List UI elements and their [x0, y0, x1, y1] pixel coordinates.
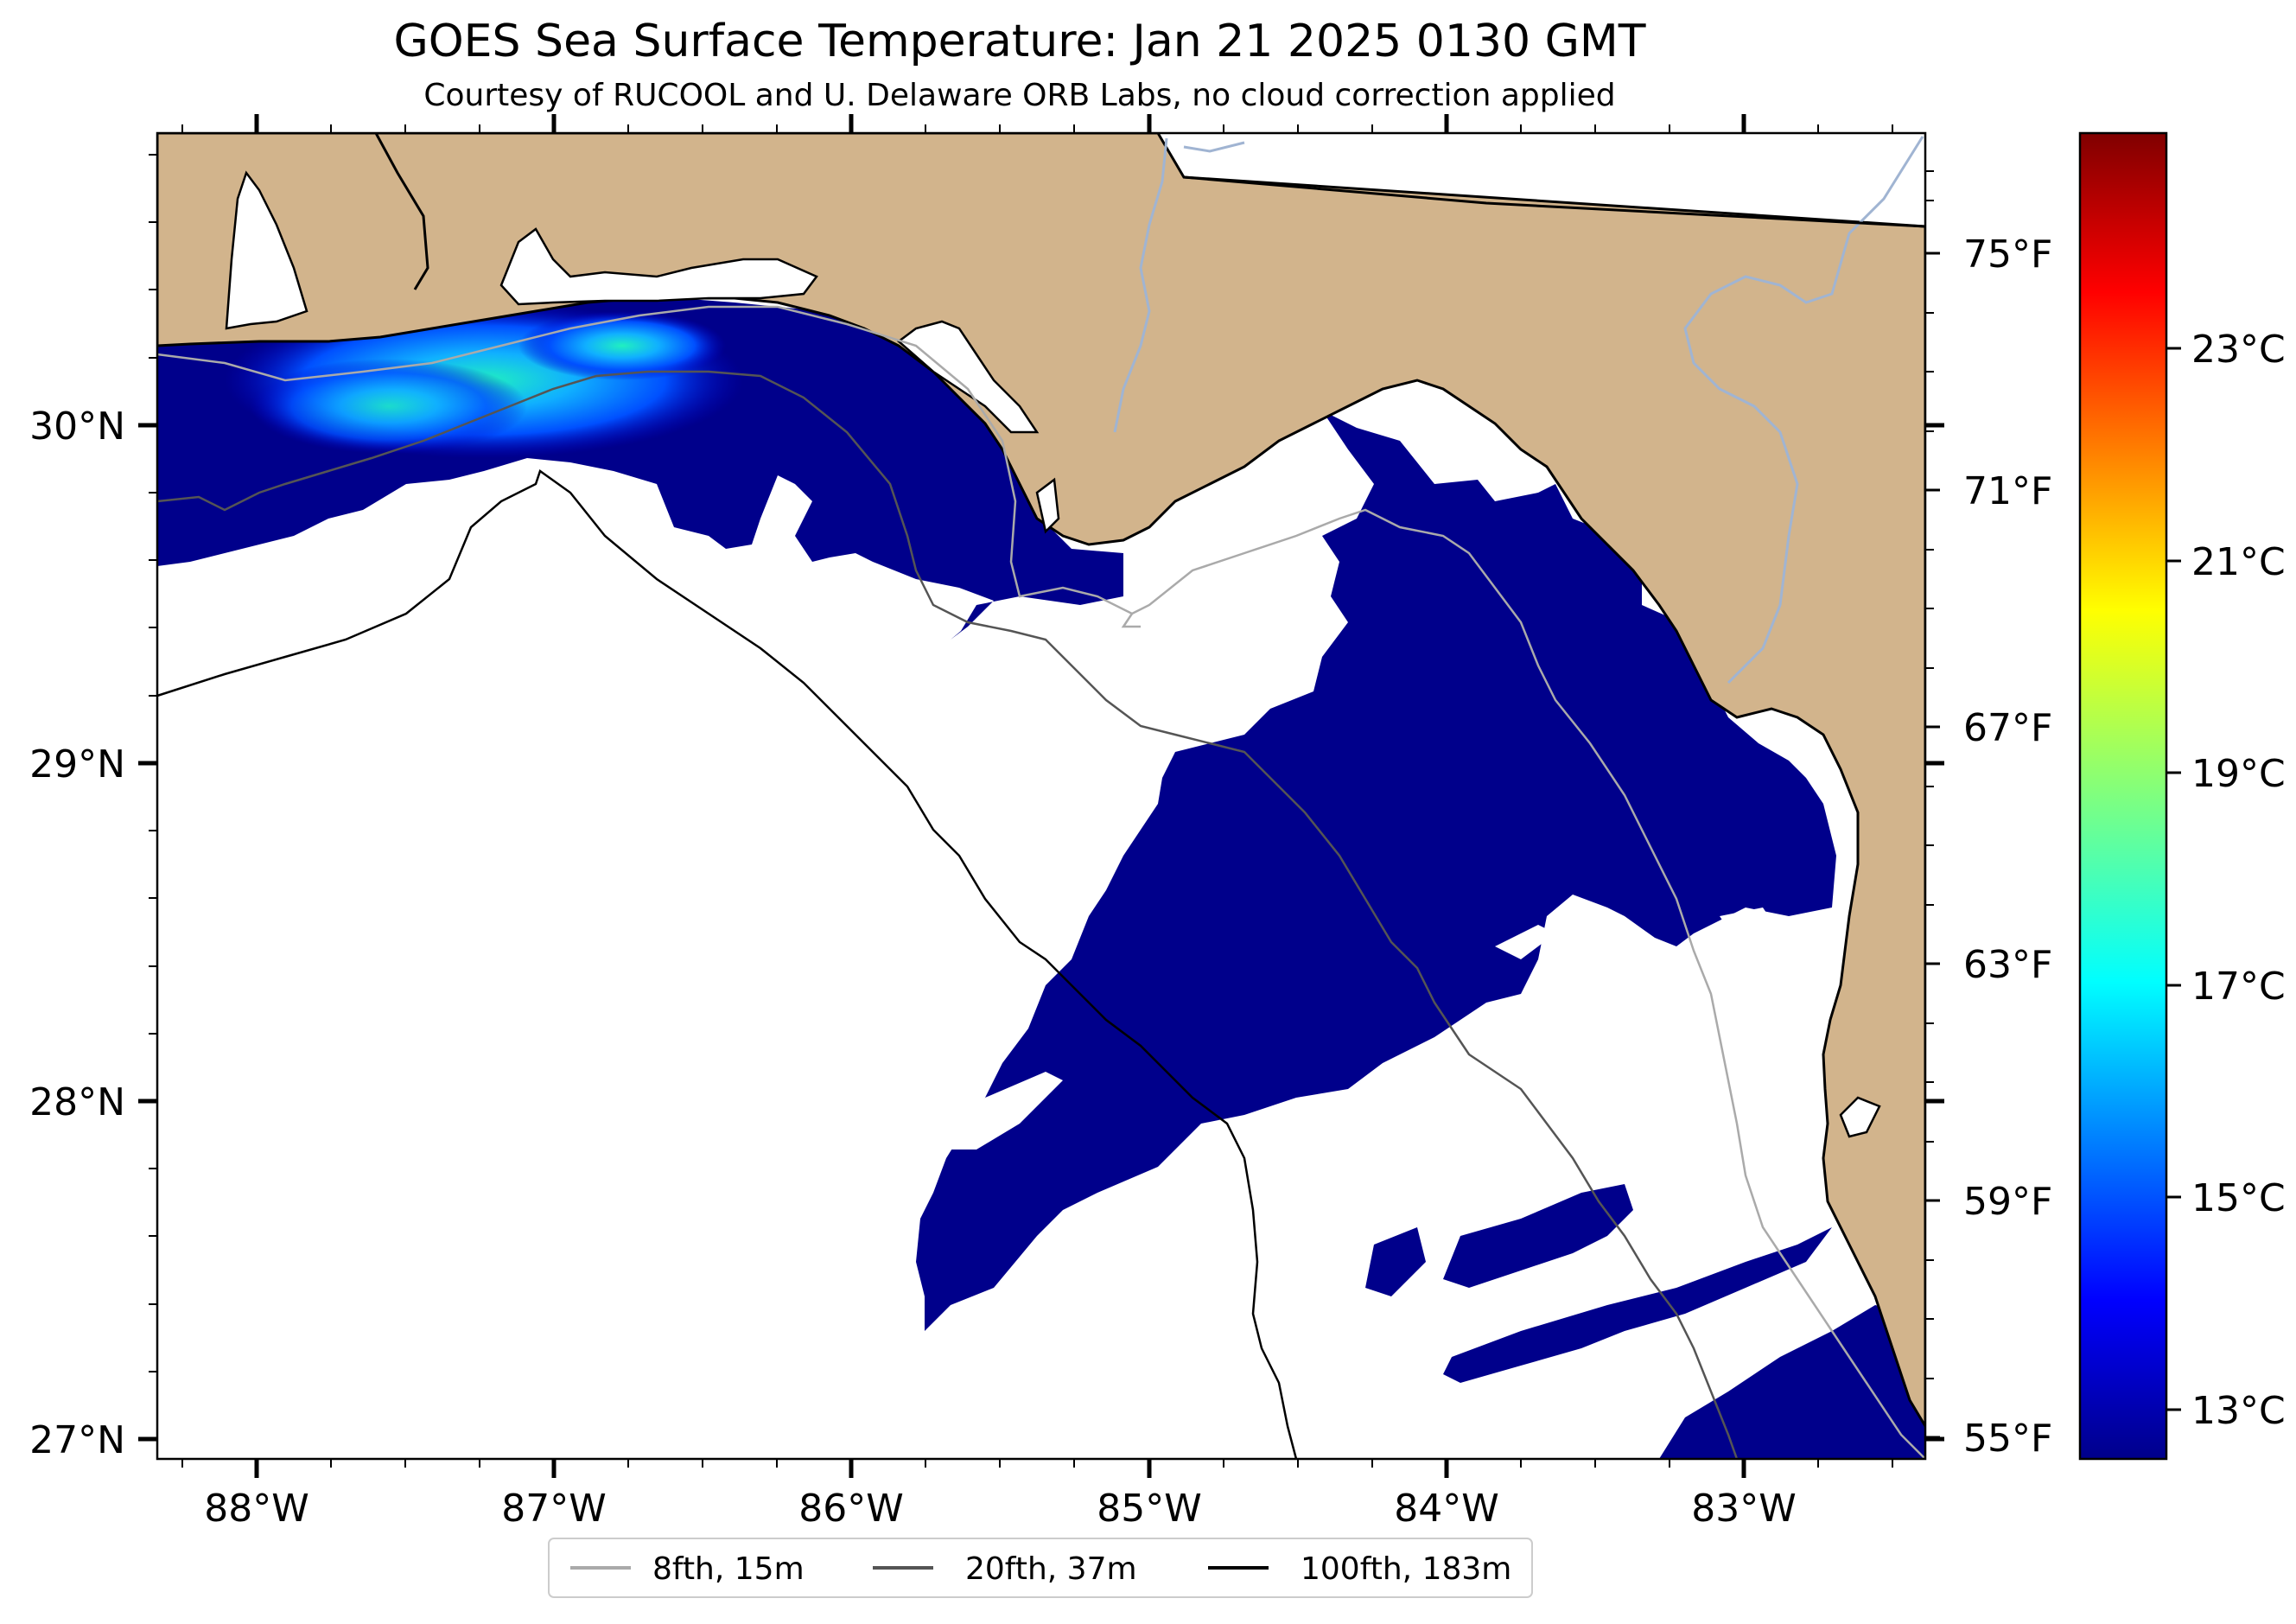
legend-label-20fth: 20fth, 37m [965, 1551, 1137, 1587]
legend-label-8fth: 8fth, 15m [652, 1551, 805, 1587]
f-label-71: 71°F [1963, 469, 2052, 513]
lon-label-86w: 86°W [798, 1487, 904, 1531]
map-title: GOES Sea Surface Temperature: Jan 21 202… [393, 16, 1646, 67]
lon-label-83w: 83°W [1691, 1487, 1797, 1531]
map-subtitle: Courtesy of RUCOOL and U. Delaware ORB L… [423, 78, 1616, 113]
colorbar-label-23c: 23°C [2191, 328, 2286, 372]
lat-label-28n: 28°N [29, 1080, 125, 1124]
legend-box [548, 1538, 1533, 1598]
lon-tick-marks [254, 114, 1746, 1478]
map-area [157, 133, 1925, 1459]
legend-label-100fth: 100fth, 183m [1301, 1551, 1511, 1587]
fahrenheit-labels: 75°F 71°F 67°F 63°F 59°F 55°F [1963, 232, 2052, 1461]
colorbar: 23°C 21°C 19°C 17°C 15°C 13°C [2078, 131, 2286, 1461]
colorbar-label-17c: 17°C [2191, 965, 2286, 1009]
lon-label-88w: 88°W [204, 1487, 309, 1531]
sst-water-patches [157, 290, 1925, 1459]
colorbar-label-21c: 21°C [2191, 540, 2286, 584]
lat-tick-marks [138, 423, 1944, 1442]
f-label-63: 63°F [1963, 943, 2052, 987]
state-border [1183, 175, 1925, 228]
f-label-55: 55°F [1963, 1417, 2052, 1461]
lat-label-29n: 29°N [29, 742, 125, 787]
state-border-west [374, 133, 429, 290]
colorbar-label-13c: 13°C [2191, 1389, 2286, 1433]
lat-label-27n: 27°N [29, 1418, 125, 1462]
lat-labels: 30°N 29°N 28°N 27°N [29, 404, 125, 1462]
lon-label-85w: 85°W [1097, 1487, 1202, 1531]
coastal-bays [225, 170, 1881, 1138]
lat-minor-ticks [149, 154, 157, 1372]
f-label-67: 67°F [1963, 706, 2052, 750]
rivers [1113, 136, 1924, 685]
lat-label-30n: 30°N [29, 404, 125, 449]
map-frame [156, 131, 1927, 1461]
isobath-8fth [157, 305, 1925, 1459]
isobath-100fth [157, 468, 1298, 1459]
colorbar-tick-marks [2166, 347, 2181, 1411]
colorbar-label-15c: 15°C [2191, 1176, 2286, 1220]
f-label-59: 59°F [1963, 1180, 2052, 1224]
lon-labels: 88°W 87°W 86°W 85°W 84°W 83°W [204, 1487, 1797, 1531]
colorbar-gradient [2078, 131, 2168, 1461]
isobath-legend: 8fth, 15m 20fth, 37m 100fth, 183m [548, 1538, 1533, 1598]
no-data-holes [942, 908, 1780, 1150]
isobath-20fth [157, 370, 1739, 1459]
lon-label-87w: 87°W [501, 1487, 607, 1531]
fahrenheit-tick-marks [1925, 252, 1940, 1439]
lon-label-84w: 84°W [1394, 1487, 1499, 1531]
fahrenheit-minor-ticks [1925, 170, 1934, 1379]
lon-minor-ticks [181, 124, 1893, 1468]
f-label-75: 75°F [1963, 232, 2052, 277]
colorbar-label-19c: 19°C [2191, 752, 2286, 796]
